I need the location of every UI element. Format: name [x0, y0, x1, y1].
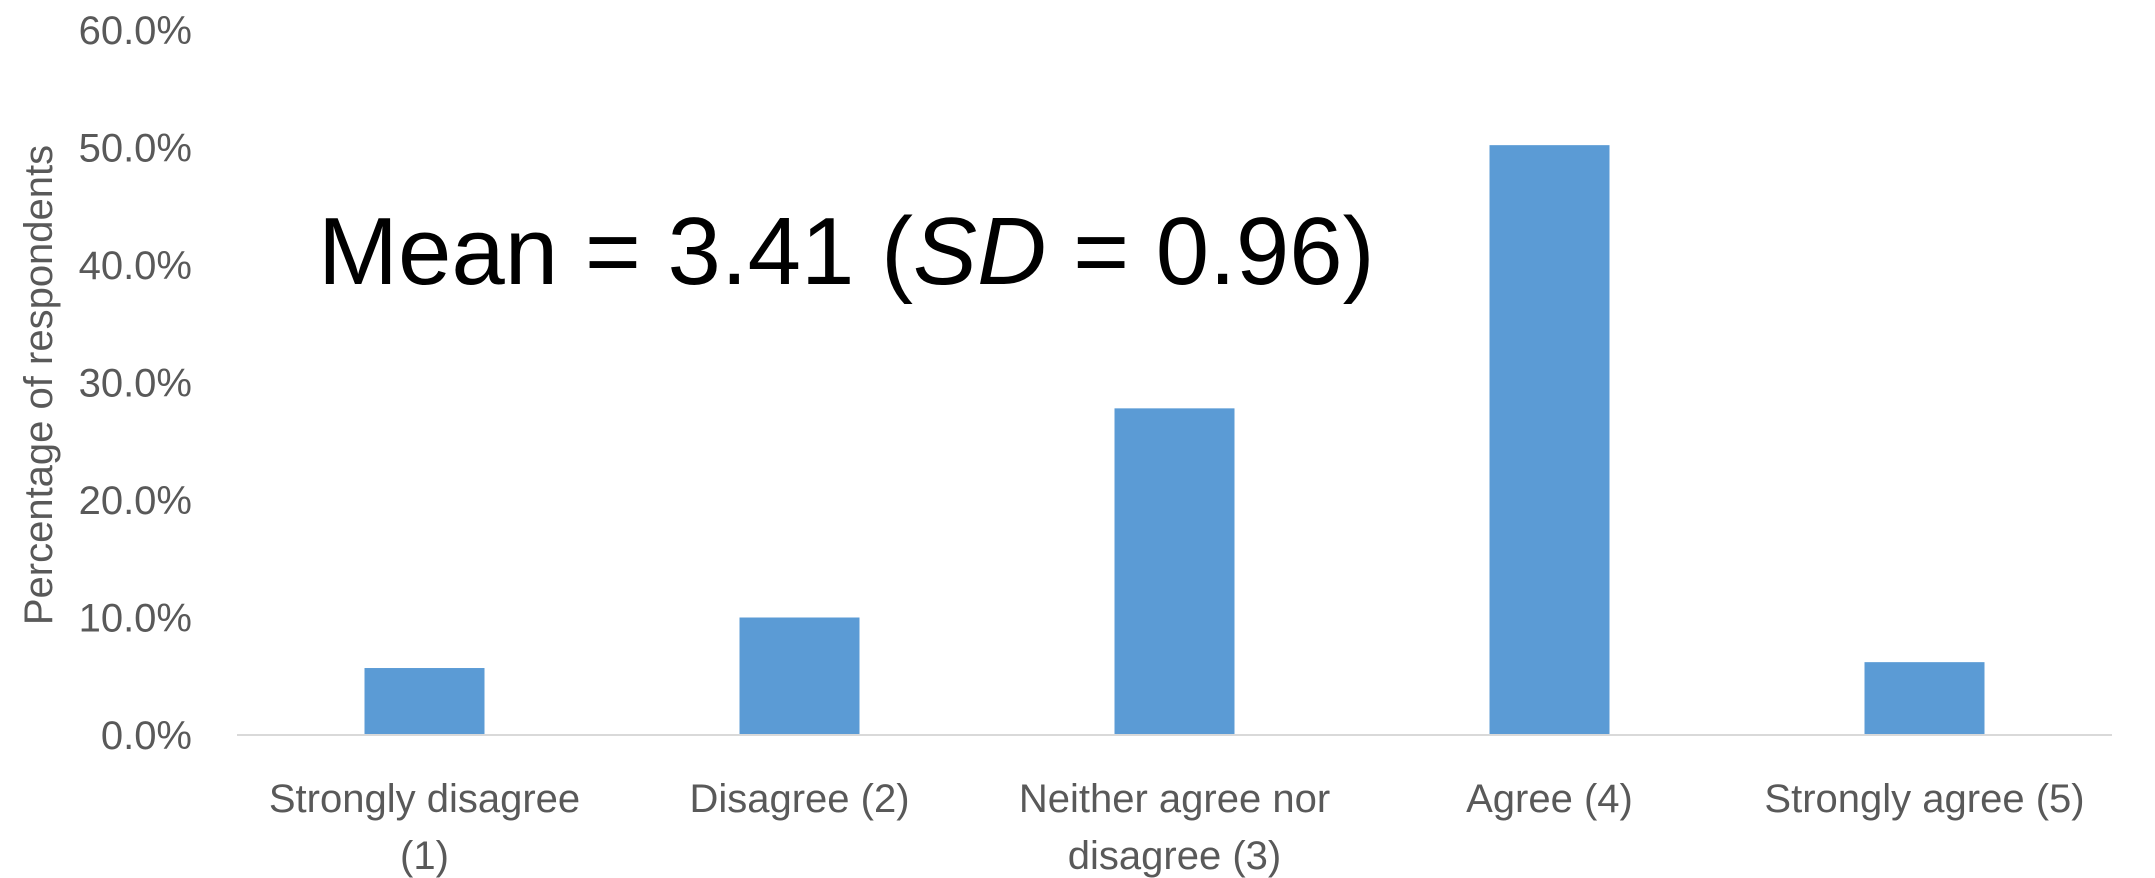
- annotation-prefix: Mean = 3.41 (: [318, 198, 913, 305]
- y-tick-label: 30.0%: [79, 362, 192, 406]
- y-tick-label: 50.0%: [79, 127, 192, 171]
- bar: [1114, 408, 1235, 735]
- x-tick-label: Disagree (2): [689, 777, 909, 821]
- y-tick-label: 10.0%: [79, 597, 192, 641]
- x-tick-label-line: Strongly disagree: [269, 777, 580, 821]
- y-tick-label: 20.0%: [79, 479, 192, 523]
- annotation-suffix: = 0.96): [1046, 198, 1374, 305]
- bar: [1864, 662, 1985, 735]
- x-tick-label-line: Strongly agree (5): [1764, 777, 2084, 821]
- mean-sd-annotation: Mean = 3.41 (SD = 0.96): [318, 198, 1375, 305]
- x-tick-label-line: (1): [400, 834, 449, 878]
- y-axis-ticks: 0.0% 10.0% 20.0% 30.0% 40.0% 50.0% 60.0%: [79, 9, 192, 758]
- x-tick-label: Agree (4): [1466, 777, 1633, 821]
- bar: [1489, 145, 1610, 735]
- y-tick-label: 40.0%: [79, 244, 192, 288]
- x-tick-label: Strongly agree (5): [1764, 777, 2084, 821]
- bar: [739, 617, 860, 735]
- annotation-italic: SD: [913, 198, 1046, 305]
- x-tick-label-line: Disagree (2): [689, 777, 909, 821]
- y-tick-label: 0.0%: [101, 714, 192, 758]
- x-tick-label-line: Agree (4): [1466, 777, 1633, 821]
- x-tick-label-line: disagree (3): [1068, 834, 1281, 878]
- x-tick-label: Neither agree nor disagree (3): [1019, 777, 1330, 878]
- x-axis-labels: Strongly disagree (1) Disagree (2) Neither …: [269, 777, 2085, 878]
- y-axis-title: Percentage of respondents: [17, 145, 61, 625]
- y-tick-label: 60.0%: [79, 9, 192, 53]
- x-tick-label: Strongly disagree (1): [269, 777, 580, 878]
- x-tick-label-line: Neither agree nor: [1019, 777, 1330, 821]
- bar: [364, 668, 485, 735]
- bars: [364, 145, 1985, 735]
